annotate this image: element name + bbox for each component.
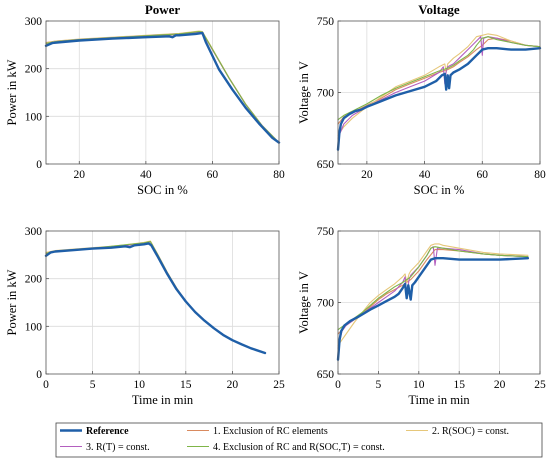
y-tick-label: 200 [25, 274, 43, 286]
chart-title: Voltage [418, 2, 460, 17]
y-tick-label: 300 [25, 16, 43, 28]
y-tick-label: 700 [317, 298, 335, 310]
x-tick-label: 25 [273, 379, 285, 391]
chart-panel-1: 20 40 60 80 0 100 200 300 Power SOC in % Power in … [5, 2, 285, 197]
x-tick-label: 5 [90, 379, 96, 391]
y-tick-label: 200 [25, 64, 43, 76]
legend-label: Reference [86, 426, 129, 437]
y-axis-label: Voltage in V [297, 61, 311, 124]
y-axis-label: Voltage in V [297, 271, 311, 334]
series-line [44, 242, 267, 355]
axes-frame [45, 230, 280, 375]
y-axis-label: Power in kW [5, 269, 19, 335]
x-tick-label: 80 [534, 169, 546, 181]
x-tick-label: 20 [494, 379, 506, 391]
series-line [337, 246, 529, 331]
y-tick-label: 650 [317, 369, 335, 381]
x-tick-label: 60 [207, 169, 219, 181]
series-line [336, 257, 530, 361]
legend-label: 4. Exclusion of RC and R(SOC,T) = const. [213, 442, 385, 453]
series-line [336, 47, 542, 151]
x-axis-label: SOC in % [137, 183, 188, 197]
x-tick-label: 0 [335, 379, 341, 391]
x-tick-label: 20 [361, 169, 373, 181]
y-tick-label: 750 [317, 226, 335, 238]
x-axis-label: Time in min [132, 393, 194, 407]
x-axis-label: Time in min [408, 393, 470, 407]
chart-panel-4: 0 5 10 15 20 25 650 700 750 Time in min Voltage in… [297, 226, 546, 407]
y-tick-label: 650 [317, 159, 335, 171]
x-tick-label: 15 [180, 379, 192, 391]
x-tick-label: 25 [534, 379, 546, 391]
x-tick-label: 60 [477, 169, 489, 181]
legend-label: 3. R(T) = const. [86, 442, 150, 453]
x-tick-label: 15 [453, 379, 465, 391]
chart-panel-3: 0 5 10 15 20 25 0 100 200 300 Time in min Power in … [5, 226, 285, 407]
series-line [337, 36, 541, 121]
y-tick-label: 0 [36, 369, 42, 381]
x-tick-label: 80 [273, 169, 285, 181]
x-axis-label: SOC in % [414, 183, 465, 197]
legend-label: 2. R(SOC) = const. [432, 426, 509, 437]
y-tick-label: 100 [25, 321, 43, 333]
y-tick-label: 300 [25, 226, 43, 238]
x-tick-label: 40 [140, 169, 152, 181]
y-tick-label: 0 [36, 159, 42, 171]
legend-box [55, 422, 543, 458]
x-tick-label: 5 [376, 379, 382, 391]
x-tick-label: 20 [74, 169, 86, 181]
x-tick-label: 10 [133, 379, 145, 391]
y-tick-label: 100 [25, 111, 43, 123]
x-tick-label: 0 [43, 379, 49, 391]
x-tick-label: 10 [413, 379, 425, 391]
chart-title: Power [145, 2, 181, 17]
legend-label: 1. Exclusion of RC elements [213, 426, 328, 437]
x-tick-label: 20 [227, 379, 239, 391]
y-axis-label: Power in kW [5, 59, 19, 125]
legend: Reference 1. Exclusion of RC elements 2. R… [55, 422, 543, 458]
axes-frame [45, 20, 280, 165]
chart-panel-2: 20 40 60 80 650 700 750 Voltage SOC in % Voltage … [297, 2, 546, 197]
series-line [44, 31, 281, 144]
y-tick-label: 750 [317, 16, 335, 28]
series-line [337, 243, 529, 346]
y-tick-label: 700 [317, 88, 335, 100]
plot-area [46, 231, 279, 374]
plot-area [46, 21, 279, 164]
x-tick-label: 40 [419, 169, 431, 181]
